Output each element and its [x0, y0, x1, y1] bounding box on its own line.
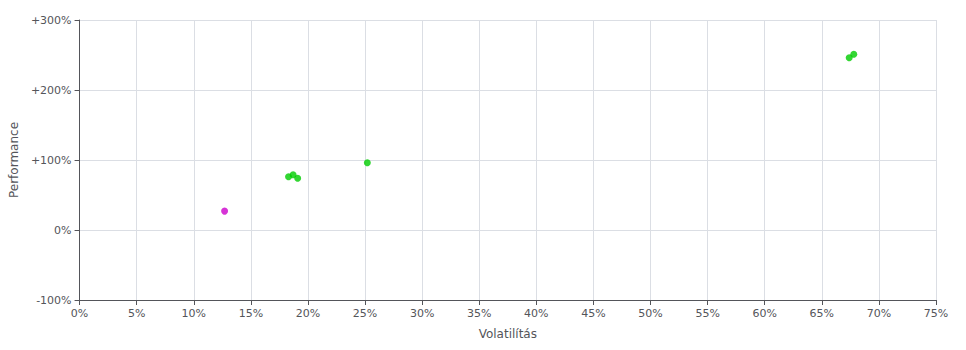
svg-text:50%: 50%: [638, 307, 662, 320]
svg-text:75%: 75%: [924, 307, 948, 320]
svg-text:25%: 25%: [353, 307, 377, 320]
svg-text:30%: 30%: [410, 307, 434, 320]
svg-text:+200%: +200%: [31, 84, 72, 97]
svg-text:20%: 20%: [296, 307, 320, 320]
svg-text:5%: 5%: [128, 307, 145, 320]
svg-text:Volatilítás: Volatilítás: [479, 327, 537, 341]
svg-text:40%: 40%: [524, 307, 548, 320]
svg-text:-100%: -100%: [36, 294, 71, 307]
svg-text:0%: 0%: [54, 224, 71, 237]
svg-text:55%: 55%: [695, 307, 719, 320]
svg-text:+100%: +100%: [31, 154, 72, 167]
svg-text:+300%: +300%: [31, 14, 72, 27]
svg-text:0%: 0%: [71, 307, 88, 320]
svg-text:70%: 70%: [867, 307, 891, 320]
svg-text:60%: 60%: [752, 307, 776, 320]
svg-text:Performance: Performance: [7, 122, 21, 198]
svg-text:65%: 65%: [810, 307, 834, 320]
svg-text:45%: 45%: [581, 307, 605, 320]
svg-text:35%: 35%: [467, 307, 491, 320]
svg-text:10%: 10%: [182, 307, 206, 320]
svg-text:15%: 15%: [239, 307, 263, 320]
